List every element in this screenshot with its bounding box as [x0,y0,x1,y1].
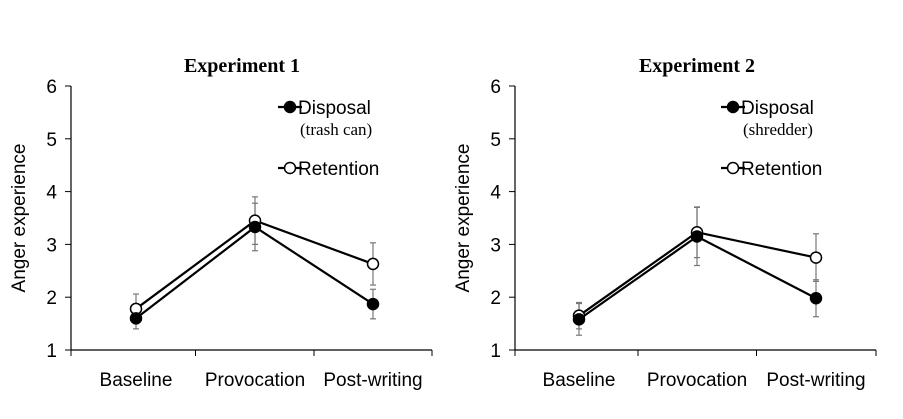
y-tick-label: 2 [46,288,57,309]
data-point-disposal [366,297,380,311]
y-axis-label: Anger experience [453,144,474,293]
y-tick-label: 6 [490,77,501,98]
y-tick-label: 1 [46,341,57,362]
x-tick-label: Baseline [100,370,173,391]
x-tick-label: Baseline [543,370,616,391]
legend-label: Retention [298,159,379,180]
legend-label: Disposal [298,98,371,119]
x-tick-label: Post-writing [766,370,865,391]
chart-panel-1: Experiment 1 Anger experience 1 2 3 4 5 6 Baseli… [9,55,433,391]
y-tick-label: 4 [490,183,501,204]
legend-marker [726,161,740,175]
y-tick-label: 1 [490,341,501,362]
legend-note: (shredder) [743,120,813,139]
legend-label: Disposal [741,98,814,119]
data-point-disposal [248,220,262,234]
chart-panel-2: Experiment 2 Anger experience 1 2 3 4 5 6 Baseli… [453,55,877,391]
y-tick-label: 5 [490,130,501,151]
y-tick-label: 4 [46,183,57,204]
data-point-retention [809,251,823,264]
data-point-disposal [572,313,586,326]
x-tick-label: Provocation [205,370,305,391]
y-tick-label: 2 [490,288,501,309]
y-tick-label: 3 [490,235,501,256]
data-point-retention [366,257,380,271]
data-point-disposal [809,292,823,305]
legend-marker [283,100,297,114]
chart-title: Experiment 2 [639,55,755,77]
legend-note: (trash can) [300,120,372,139]
chart-title: Experiment 1 [184,55,300,77]
y-tick-label: 3 [46,235,57,256]
x-tick-label: Provocation [647,370,747,391]
y-tick-label: 6 [46,77,57,98]
data-point-disposal [690,230,704,243]
data-point-disposal [129,312,143,325]
x-tick-label: Post-writing [323,370,422,391]
legend-label: Retention [741,159,822,180]
y-axis-label: Anger experience [9,144,30,293]
y-tick-label: 5 [46,130,57,151]
legend-marker [726,100,740,114]
legend-marker [283,161,297,175]
